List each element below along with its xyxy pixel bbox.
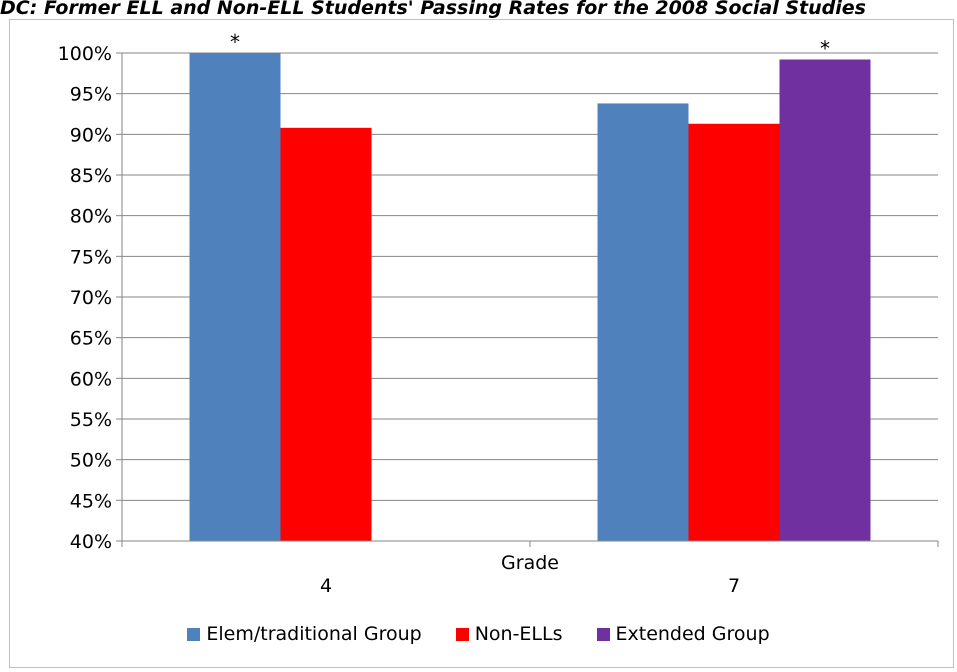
bar-elem-traditional-group-grade-4: [189, 53, 281, 541]
y-tick-label: 40%: [70, 531, 112, 553]
x-tick-label: 7: [728, 575, 740, 597]
legend-item-elem-traditional: Elem/traditional Group: [187, 623, 422, 645]
chart-title: DC: Former ELL and Non-ELL Students' Pas…: [0, 0, 866, 19]
bar-elem-traditional-group-grade-7: [597, 103, 689, 541]
legend: Elem/traditional Group Non-ELLs Extended…: [0, 623, 957, 645]
y-tick-label: 60%: [70, 368, 112, 390]
y-tick-label: 95%: [70, 84, 112, 106]
legend-swatch-extended: [596, 627, 610, 641]
bar-non-ells-grade-7: [688, 123, 780, 541]
x-axis-title: Grade: [501, 552, 559, 574]
y-tick-label: 100%: [58, 43, 112, 65]
y-tick-label: 75%: [70, 246, 112, 268]
significance-marker: *: [820, 37, 830, 61]
y-tick-label: 45%: [70, 490, 112, 512]
significance-marker: *: [230, 30, 240, 54]
legend-swatch-elem-traditional: [187, 627, 201, 641]
x-tick-label: 4: [320, 575, 332, 597]
legend-item-non-ells: Non-ELLs: [455, 623, 563, 645]
y-tick-label: 80%: [70, 206, 112, 228]
y-tick-label: 90%: [70, 124, 112, 146]
y-tick-label: 50%: [70, 450, 112, 472]
y-tick-label: 65%: [70, 328, 112, 350]
legend-swatch-non-ells: [455, 627, 469, 641]
legend-label-elem-traditional: Elem/traditional Group: [206, 623, 422, 645]
legend-item-extended: Extended Group: [596, 623, 770, 645]
legend-label-non-ells: Non-ELLs: [474, 623, 563, 645]
bar-extended-group-grade-7: [779, 59, 871, 542]
y-tick-label: 70%: [70, 287, 112, 309]
y-tick-label: 85%: [70, 165, 112, 187]
y-tick-label: 55%: [70, 409, 112, 431]
bar-non-ells-grade-4: [280, 127, 372, 542]
legend-label-extended: Extended Group: [615, 623, 770, 645]
